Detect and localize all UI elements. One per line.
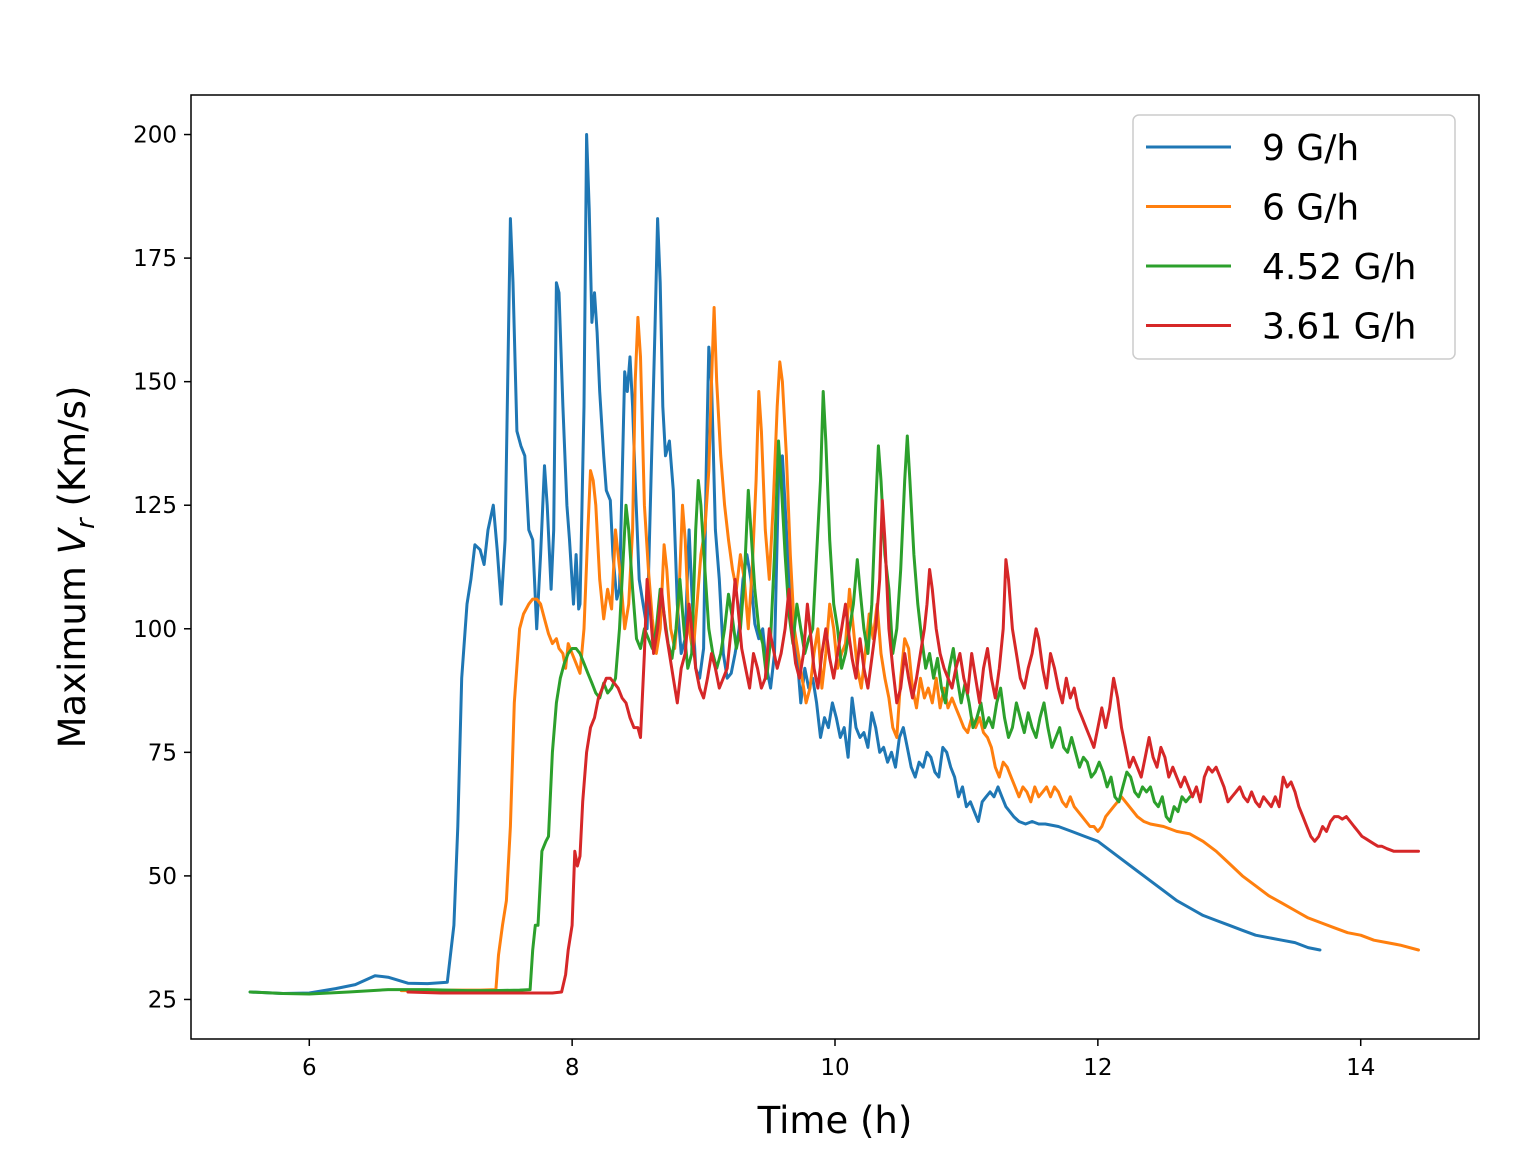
plot-frame (190, 94, 1480, 1040)
y-axis-label-subscript: r (71, 516, 101, 529)
y-tick-label: 100 (133, 617, 177, 643)
legend-label: 4.52 G/h (1262, 247, 1416, 288)
y-axis-label: Maximum Vr (Km/s) (51, 386, 101, 749)
series-group (248, 133, 1420, 996)
y-tick-label: 175 (133, 246, 177, 272)
legend-label: 6 G/h (1262, 188, 1359, 229)
legend-box (1132, 114, 1456, 360)
x-tick-label: 10 (820, 1055, 849, 1081)
y-axis-label-unit: (Km/s) (51, 386, 94, 519)
x-axis-label: Time (h) (757, 1099, 913, 1142)
series-line-4 (406, 498, 1420, 995)
legend-label: 9 G/h (1262, 128, 1359, 169)
y-tick-label: 150 (133, 370, 177, 396)
y-tick-label: 200 (133, 123, 177, 149)
y-tick-label: 75 (148, 740, 177, 766)
legend-label: 3.61 G/h (1262, 307, 1416, 348)
x-tick-label: 14 (1346, 1055, 1375, 1081)
y-axis-label-symbol: V (51, 526, 94, 554)
y-tick-label: 50 (148, 864, 177, 890)
y-tick-label: 125 (133, 493, 177, 519)
y-tick-label: 25 (148, 987, 177, 1013)
x-tick-label: 12 (1083, 1055, 1112, 1081)
y-axis-label-main: Maximum (51, 554, 94, 748)
axis-ticks: 6 8 10 12 14 25 50 75 100 125 150 175 200 (133, 123, 1375, 1081)
x-tick-label: 6 (302, 1055, 317, 1081)
legend: 9 G/h 6 G/h 4.52 G/h 3.61 G/h (1132, 114, 1456, 360)
x-tick-label: 8 (565, 1055, 580, 1081)
series-line-3 (248, 390, 1192, 996)
